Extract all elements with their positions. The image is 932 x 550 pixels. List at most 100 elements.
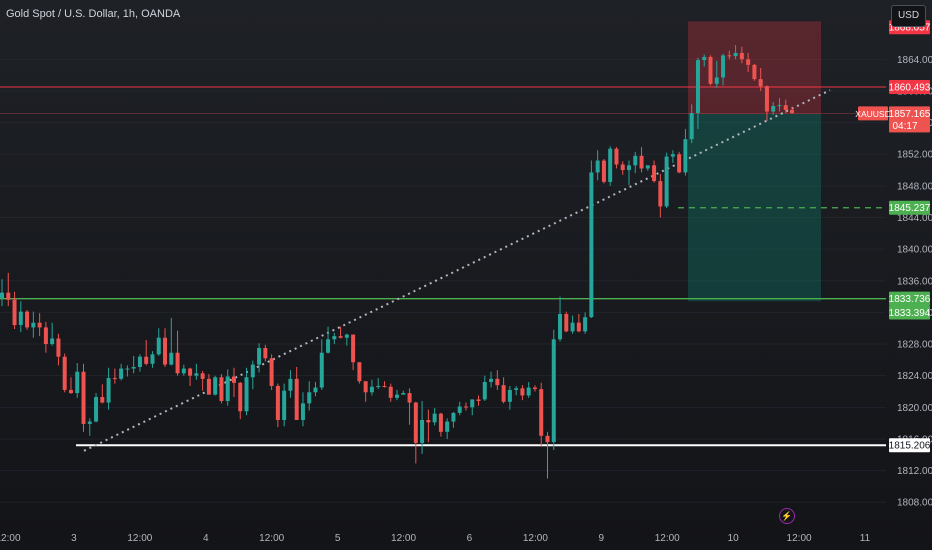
candle — [558, 296, 563, 342]
grid-lines — [0, 58, 886, 503]
candle — [75, 363, 80, 398]
x-tick-label: 12:00 — [127, 533, 152, 544]
candle-body — [608, 148, 613, 182]
candle — [188, 367, 193, 386]
candle-body — [783, 105, 788, 110]
y-tick-label: 1808.000 — [897, 498, 932, 509]
candle — [733, 45, 738, 60]
candle-body — [771, 105, 776, 112]
candle — [269, 354, 274, 390]
candle-body — [200, 373, 205, 379]
candle-body — [476, 399, 481, 401]
candle — [783, 99, 788, 114]
candle-body — [482, 382, 487, 400]
candle — [288, 370, 293, 398]
candle-body — [721, 55, 726, 78]
chart-title: Gold Spot / U.S. Dollar, 1h, OANDA — [6, 8, 181, 20]
candle-body — [250, 364, 255, 378]
support-2-price-label: 1833.394 — [889, 305, 931, 320]
candle-body — [225, 376, 230, 401]
candle-body — [18, 311, 23, 326]
candle-body — [94, 397, 99, 422]
symbol-tag-bg — [858, 106, 888, 121]
candle — [50, 322, 55, 346]
candle — [764, 85, 769, 122]
y-tick-label: 1848.000 — [897, 181, 932, 192]
candle-body — [570, 322, 575, 332]
candle — [551, 329, 556, 451]
support-2-price-label-bg — [889, 305, 930, 320]
candle — [438, 412, 443, 437]
candle — [677, 151, 682, 174]
candle-body — [313, 387, 318, 393]
candle-body — [564, 313, 569, 332]
candle — [514, 385, 519, 396]
candle — [181, 364, 186, 376]
candle — [169, 317, 174, 366]
candle — [545, 431, 550, 479]
candle — [758, 68, 763, 91]
candle — [150, 351, 155, 368]
candle-body — [75, 371, 80, 394]
currency-button[interactable]: USD — [891, 5, 926, 27]
candle-body — [407, 393, 412, 403]
candle-body — [288, 378, 293, 391]
candle — [225, 369, 230, 406]
candle — [68, 377, 73, 394]
take-profit-zone[interactable] — [688, 113, 821, 302]
candle — [332, 332, 337, 345]
candle-body — [294, 378, 299, 420]
y-tick-label: 1828.000 — [897, 340, 932, 351]
candle-body — [156, 337, 161, 355]
bolt-icon[interactable]: ⚡ — [779, 508, 795, 524]
target-price-label-text: 1845.237 — [889, 203, 931, 214]
candle-body — [150, 354, 155, 364]
candle — [714, 60, 719, 88]
candle — [206, 374, 211, 395]
candle-body — [514, 388, 519, 390]
candle — [0, 279, 4, 307]
candle-body — [489, 378, 494, 383]
candle-body — [652, 165, 657, 182]
candle — [476, 395, 481, 406]
candle — [639, 147, 644, 173]
candle-body — [614, 148, 619, 165]
candle-body — [727, 55, 732, 57]
x-tick-label: 12:00 — [523, 533, 548, 544]
candle — [652, 160, 657, 183]
candle-body — [551, 339, 556, 443]
candle-body — [658, 181, 663, 207]
candle-body — [319, 352, 324, 388]
candle — [689, 104, 694, 144]
candle — [213, 375, 218, 396]
candle — [31, 311, 36, 338]
x-tick-label: 12:00 — [391, 533, 416, 544]
candle-body — [263, 348, 268, 359]
candle — [282, 383, 287, 427]
candle-body — [451, 412, 456, 422]
price-tag-bg — [889, 106, 930, 133]
candle — [144, 340, 149, 366]
candle-body — [583, 317, 588, 332]
stop-price-label-text: 1868.057 — [889, 23, 931, 34]
candle-body — [438, 413, 443, 432]
candle — [564, 311, 569, 333]
candle — [56, 333, 61, 366]
candle — [119, 363, 124, 381]
candle-body — [539, 389, 544, 436]
y-tick-label: 1824.000 — [897, 371, 932, 382]
candle-body — [369, 386, 374, 393]
price-labels: 1868.057 1860.493 1833.736 1815.206 1845.237… — [855, 20, 931, 453]
support-price-label-bg — [889, 291, 930, 306]
price-tag-value: 1857.165 — [889, 109, 931, 120]
candle-body — [507, 389, 512, 402]
candle — [420, 400, 425, 454]
candle-body — [401, 393, 406, 395]
candle — [445, 418, 450, 439]
candle — [275, 383, 280, 428]
candle-body — [62, 356, 67, 390]
candle — [326, 326, 331, 354]
candle-body — [589, 172, 594, 318]
